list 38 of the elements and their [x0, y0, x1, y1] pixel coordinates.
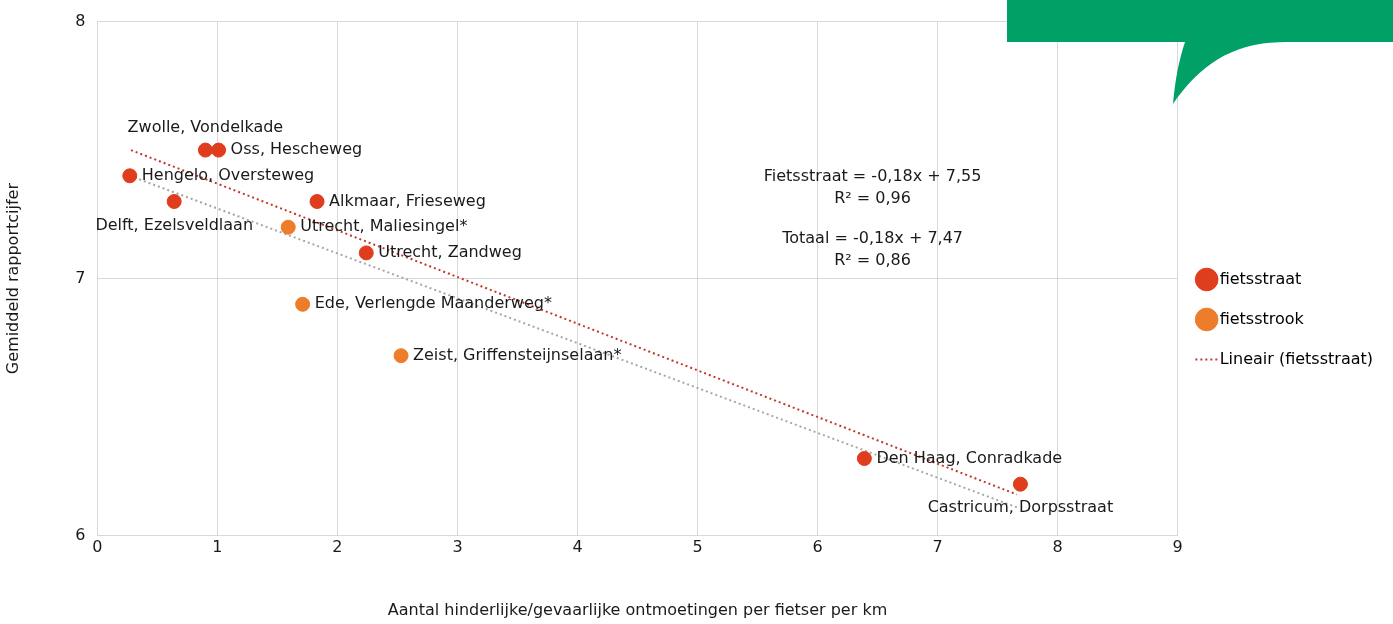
point	[280, 219, 296, 235]
annotation: Den Haag, Conradkade	[876, 447, 1063, 467]
x-tick-label: 7	[932, 537, 943, 557]
y-tick-label: 8	[75, 10, 86, 30]
point	[856, 451, 872, 466]
x-tick-label: 0	[92, 537, 103, 557]
annotation: Fietsstraat = -0,18x + 7,55 R² = 0,96	[763, 165, 982, 207]
point	[358, 245, 374, 261]
x-tick-label: 6	[812, 537, 823, 557]
legend-label: fietsstraat	[1219, 268, 1302, 288]
annotation: Zeist, Griffensteijnselaan*	[413, 344, 622, 364]
x-tick-label: 1	[212, 537, 223, 557]
y-tick-label: 7	[75, 267, 86, 287]
x-tick-label: 9	[1172, 537, 1183, 557]
point	[309, 194, 325, 209]
point	[211, 142, 227, 158]
point	[295, 296, 311, 312]
y-tick-label: 6	[75, 524, 86, 544]
annotation: Alkmaar, Frieseweg	[329, 190, 486, 210]
x-tick-label: 4	[572, 537, 583, 557]
annotation: Delft, Ezelsveldlaan	[95, 214, 254, 234]
annotation: Totaal = -0,18x + 7,47 R² = 0,86	[781, 227, 964, 269]
x-tick-label: 3	[452, 537, 463, 557]
legend-label: fietsstrook	[1219, 308, 1305, 328]
annotation: Zwolle, Vondelkade	[127, 117, 284, 137]
x-tick-label: 5	[692, 537, 703, 557]
x-tick-label: 8	[1052, 537, 1063, 557]
annotation: Oss, Hescheweg	[230, 139, 363, 159]
point	[122, 168, 138, 184]
point	[197, 142, 213, 158]
point	[393, 348, 409, 364]
point	[1012, 476, 1028, 492]
x-tick-label: 2	[332, 537, 343, 557]
point	[166, 194, 182, 209]
y-axis-title: Gemiddeld rapportcijfer	[2, 182, 22, 375]
legend-label: Lineair (fietsstraat)	[1219, 348, 1373, 368]
annotation: Castricum, Dorpsstraat	[927, 497, 1114, 517]
x-axis-title: Aantal hinderlijke/gevaarlijke ontmoetingen per fietser per km	[387, 599, 888, 619]
